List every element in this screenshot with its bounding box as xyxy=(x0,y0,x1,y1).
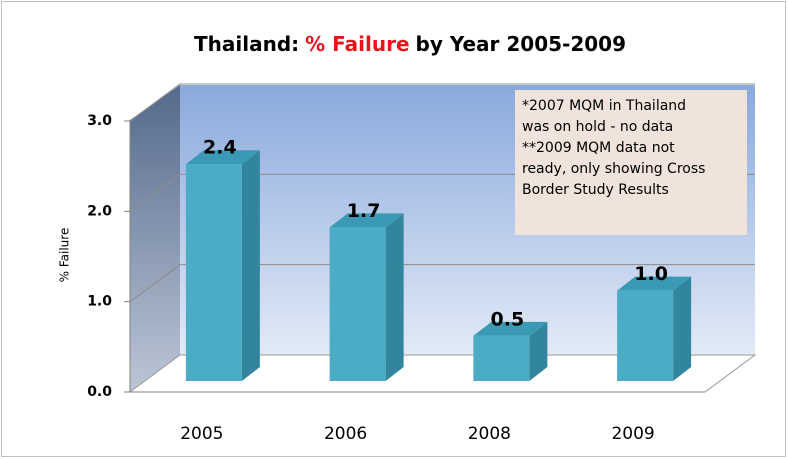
bar-side xyxy=(673,276,692,381)
bar-top xyxy=(617,276,692,291)
bar-top xyxy=(185,150,260,165)
bar-side xyxy=(529,321,548,381)
y-tick-label: 2.0 xyxy=(87,203,112,219)
y-tick-label: 3.0 xyxy=(87,113,112,129)
bar-top xyxy=(329,213,404,228)
annotation-line: Border Study Results xyxy=(522,182,669,198)
y-axis-label: % Failure xyxy=(58,228,72,283)
annotation-line: was on hold - no data xyxy=(522,119,673,135)
x-tick-label: 2008 xyxy=(468,424,511,444)
grid-line xyxy=(129,83,755,122)
grid-line xyxy=(129,264,755,303)
y-tick-label: 0.0 xyxy=(87,384,112,400)
annotation-line: **2009 MQM data not xyxy=(522,140,675,156)
data-label: 1.0 xyxy=(634,263,668,285)
bar-side xyxy=(385,213,404,381)
bar xyxy=(329,227,386,381)
data-label: 0.5 xyxy=(491,308,525,330)
bar xyxy=(473,335,530,381)
bar-top xyxy=(473,321,548,336)
side-wall xyxy=(130,85,180,392)
bar xyxy=(185,164,242,381)
x-tick-label: 2005 xyxy=(180,424,223,444)
annotation-line: *2007 MQM in Thailand xyxy=(522,98,686,114)
title-part: Thailand: xyxy=(194,32,299,56)
y-tick-label: 1.0 xyxy=(87,294,112,310)
bar-side xyxy=(241,150,260,381)
x-tick-label: 2006 xyxy=(324,424,367,444)
annotation-line: ready, only showing Cross xyxy=(522,161,705,177)
title-part: by Year 2005-2009 xyxy=(416,32,626,56)
data-label: 2.4 xyxy=(203,137,237,159)
title-part: % Failure xyxy=(305,32,409,56)
annotation-box xyxy=(515,90,747,235)
bar xyxy=(617,290,674,381)
chart-title: Thailand:% Failure by Year 2005-2009 xyxy=(194,32,626,56)
data-label: 1.7 xyxy=(347,200,381,222)
x-tick-label: 2009 xyxy=(611,424,654,444)
